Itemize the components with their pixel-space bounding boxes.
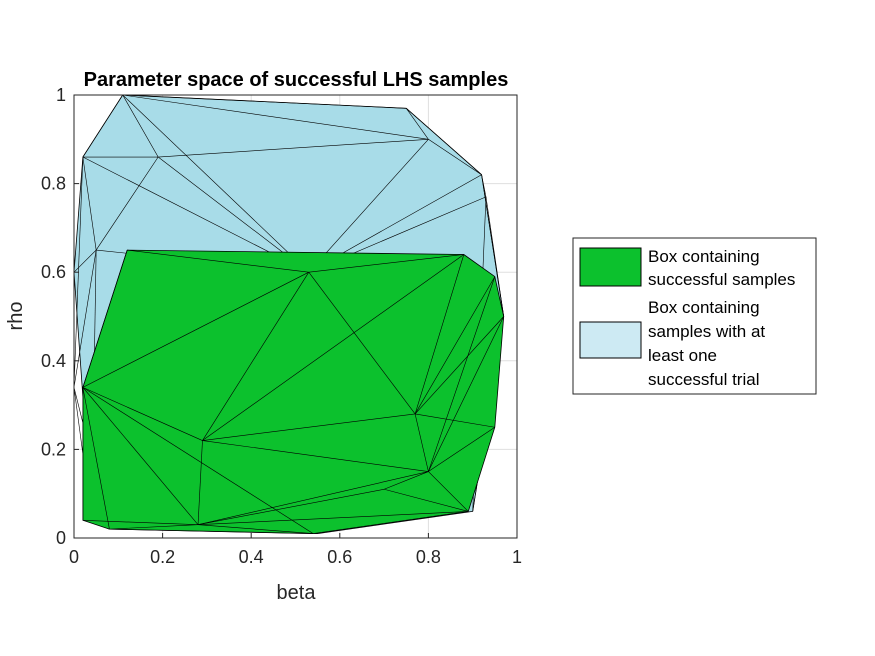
green-box-mesh-edge	[202, 254, 465, 441]
green-box-mesh-edge	[308, 272, 416, 415]
green-box-hull	[82, 249, 505, 534]
legend-item-1-line-1: Box containing	[648, 247, 760, 266]
x-tick-label: 0.2	[150, 547, 175, 567]
green-box-mesh-edge	[82, 387, 203, 441]
series-green-box	[82, 249, 505, 534]
green-box-mesh-edge	[308, 254, 464, 273]
green-box-mesh-edge	[428, 316, 504, 472]
blue-box-mesh-edge	[82, 94, 123, 158]
green-box-mesh-edge	[109, 524, 199, 530]
green-box-mesh-edge	[428, 276, 496, 472]
green-box-mesh-edge	[198, 524, 314, 534]
green-box-mesh-edge	[383, 471, 429, 490]
green-box-mesh-edge	[384, 488, 469, 512]
x-tick-label: 1	[512, 547, 522, 567]
blue-box-mesh-edge	[406, 108, 482, 175]
x-tick-label: 0.8	[416, 547, 441, 567]
blue-box-mesh-edge	[122, 94, 429, 140]
green-box-mesh-edge	[82, 249, 128, 388]
blue-box-mesh-edge	[82, 156, 97, 251]
legend-item-2-line-2: samples with at	[648, 322, 765, 341]
axes: 0 0.2 0.4 0.6 0.8 1 0 0.2 0.4 0.6 0.8 1	[41, 85, 522, 567]
green-box-mesh-edge	[197, 471, 429, 526]
blue-box-mesh-edge	[73, 250, 97, 388]
blue-box-mesh-edge	[73, 249, 97, 273]
green-box-mesh-edge	[82, 519, 199, 526]
blue-box-mesh-edge	[308, 139, 429, 273]
y-tick-label: 0.2	[41, 439, 66, 459]
y-tick-label: 0.8	[41, 174, 66, 194]
x-tick-label: 0.4	[239, 547, 264, 567]
green-box-mesh-edge	[127, 249, 309, 273]
blue-box-mesh-edge	[406, 108, 429, 140]
x-ticks: 0 0.2 0.4 0.6 0.8 1	[69, 533, 522, 567]
legend-swatch-blue	[579, 321, 642, 359]
green-box-mesh-edge	[414, 316, 504, 415]
legend-item-2-line-4: successful trial	[648, 370, 759, 389]
y-tick-label: 0.6	[41, 262, 66, 282]
green-box-mesh-edge	[202, 440, 429, 472]
y-tick-label: 1	[56, 85, 66, 105]
y-ticks: 0 0.2 0.4 0.6 0.8 1	[41, 85, 79, 548]
blue-box-mesh-edge	[481, 174, 505, 317]
x-tick-label: 0.6	[327, 547, 352, 567]
y-tick-label: 0.4	[41, 351, 66, 371]
green-box-mesh-edge	[82, 387, 110, 530]
green-box-mesh-edge	[198, 511, 469, 526]
blue-box-mesh-edge	[428, 139, 482, 175]
green-box-mesh-edge	[414, 254, 465, 415]
blue-box-mesh-edge	[122, 94, 407, 109]
x-tick-label: 0	[69, 547, 79, 567]
y-tick-label: 0	[56, 528, 66, 548]
blue-box-mesh-edge	[122, 94, 309, 273]
axes-frame	[73, 94, 518, 539]
green-box-mesh-edge	[202, 272, 310, 441]
chart-title: Parameter space of successful LHS sample…	[84, 69, 509, 91]
green-box-mesh-edge	[82, 387, 314, 534]
green-box-mesh-edge	[82, 271, 309, 388]
legend-item-2-line-3: least one	[648, 346, 717, 365]
legend-item-2-line-1: Box containing	[648, 298, 760, 317]
green-box-mesh-edge	[414, 413, 429, 472]
green-box-mesh-edge	[82, 387, 199, 525]
green-box-mesh-edge	[428, 471, 469, 512]
y-axis-label: rho	[5, 302, 27, 331]
legend-swatch-green	[579, 247, 642, 287]
green-box-mesh-edge	[415, 413, 495, 428]
legend-item-1-line-2: successful samples	[648, 270, 795, 289]
green-box-mesh-edge	[197, 440, 203, 525]
blue-box-mesh-edge	[158, 139, 429, 158]
green-box-mesh-edge	[202, 413, 416, 441]
blue-box-mesh-edge	[95, 156, 159, 251]
blue-box-mesh-edge	[122, 94, 159, 158]
green-box-mesh-edge	[428, 427, 496, 472]
x-axis-label: beta	[277, 582, 317, 604]
green-box-mesh-edge	[197, 488, 385, 526]
green-box-mesh-edge	[414, 276, 496, 415]
legend: Box containing successful samples Box co…	[572, 237, 817, 395]
